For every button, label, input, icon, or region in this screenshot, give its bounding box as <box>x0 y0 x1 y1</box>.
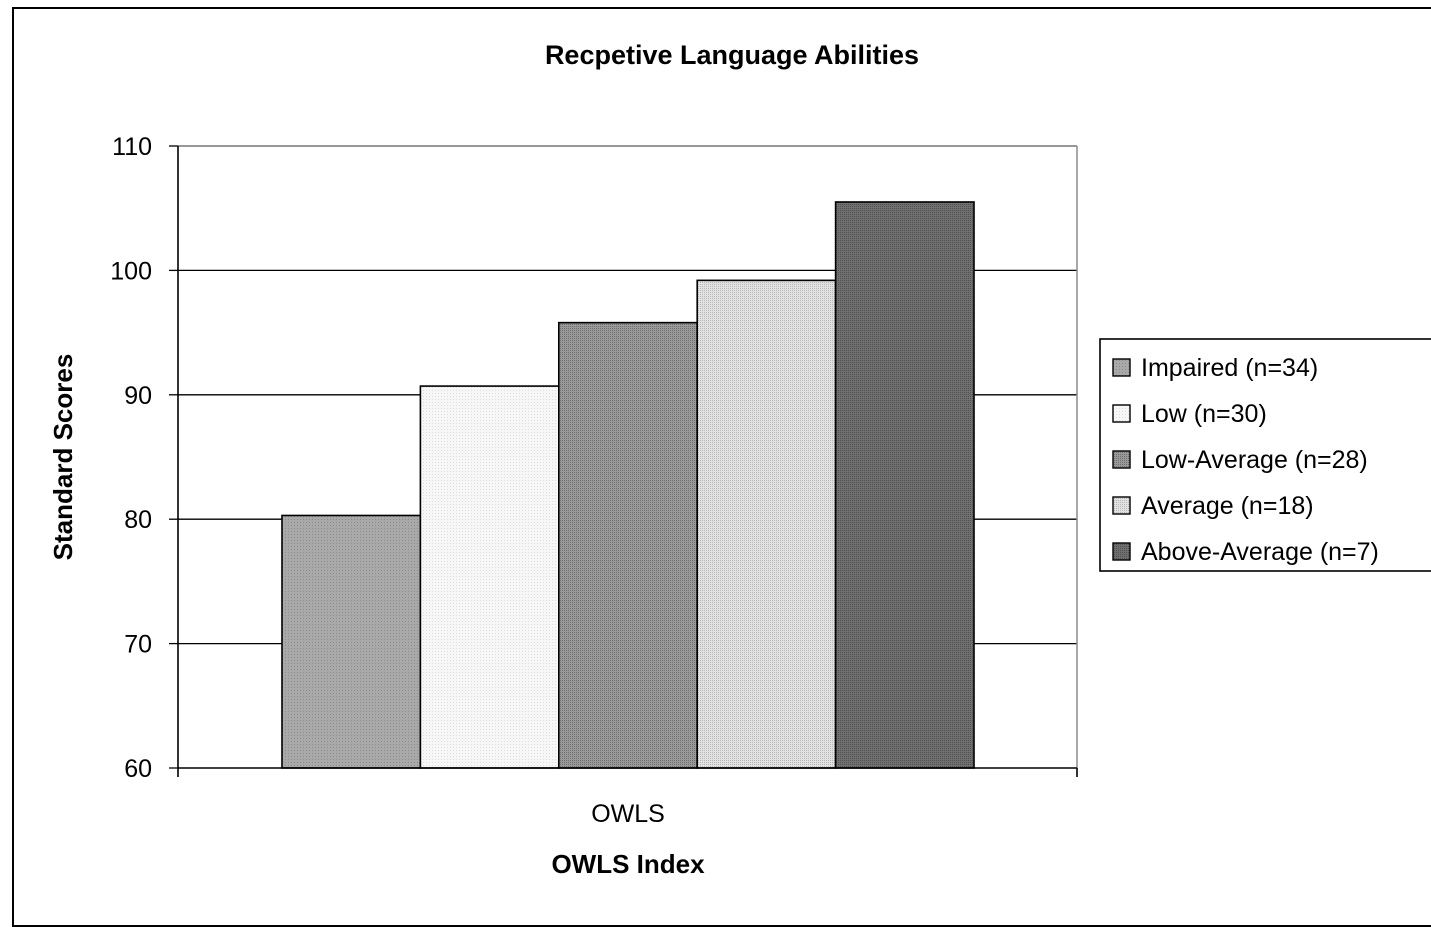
legend-swatch <box>1112 358 1131 377</box>
legend-swatch <box>1112 404 1131 423</box>
legend-swatch <box>1112 542 1131 561</box>
legend-label: Above-Average (n=7) <box>1141 538 1379 566</box>
y-tick-label: 110 <box>112 133 152 161</box>
y-tick-label: 70 <box>124 631 152 659</box>
bar-1 <box>281 514 422 769</box>
bar-4 <box>696 279 837 769</box>
legend-label: Average (n=18) <box>1141 492 1314 520</box>
x-axis <box>177 767 1078 777</box>
y-tick-label: 80 <box>124 506 152 534</box>
bar-3 <box>557 321 698 769</box>
x-axis-title: OWLS Index <box>551 849 705 879</box>
chart-title: Recpetive Language Abilities <box>545 40 919 70</box>
legend-label: Impaired (n=34) <box>1141 354 1318 382</box>
legend-swatch <box>1112 496 1131 515</box>
y-axis-title: Standard Scores <box>48 354 78 561</box>
y-tick-label: 100 <box>110 257 152 285</box>
bar-5 <box>834 201 975 769</box>
legend-label: Low (n=30) <box>1141 400 1267 428</box>
legend-swatch <box>1112 450 1131 469</box>
y-tick-label: 90 <box>124 382 152 410</box>
legend: Impaired (n=34) Low (n=30) Low-Average (n=… <box>1099 338 1431 572</box>
y-axis: 60 70 80 90 100 110 <box>110 133 179 783</box>
plot-area <box>178 145 1078 768</box>
legend-box <box>1099 338 1431 572</box>
x-category-label: OWLS <box>591 800 665 828</box>
legend-label: Low-Average (n=28) <box>1141 446 1368 474</box>
bar-2 <box>419 385 560 769</box>
bars <box>281 201 975 769</box>
y-tick-label: 60 <box>124 755 152 783</box>
